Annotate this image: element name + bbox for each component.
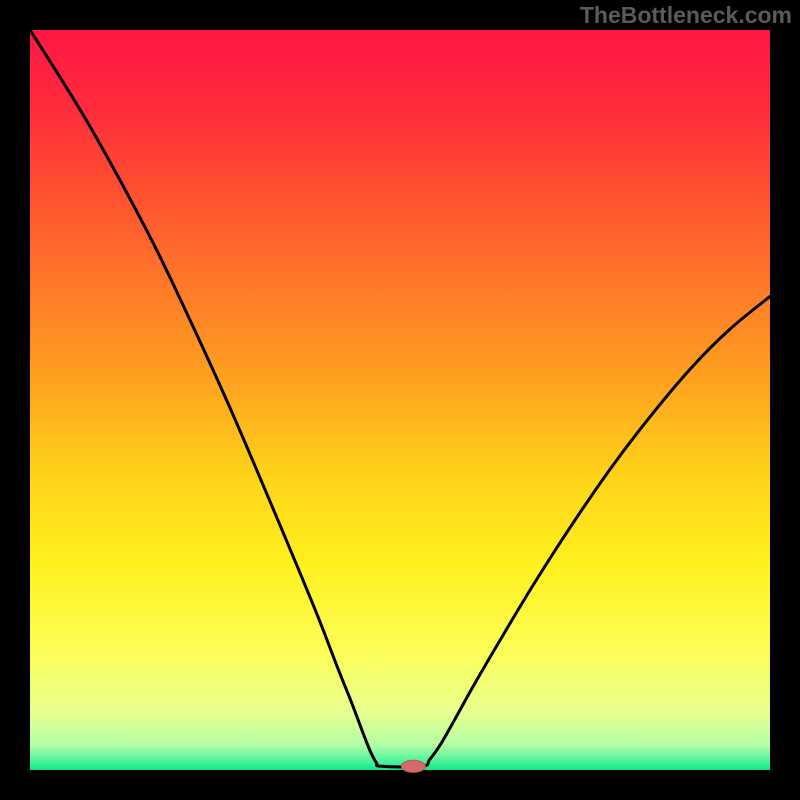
plot-background xyxy=(30,30,770,770)
optimal-point-marker xyxy=(401,760,425,772)
source-watermark: TheBottleneck.com xyxy=(580,2,792,29)
chart-stage: TheBottleneck.com xyxy=(0,0,800,800)
bottleneck-chart xyxy=(0,0,800,800)
